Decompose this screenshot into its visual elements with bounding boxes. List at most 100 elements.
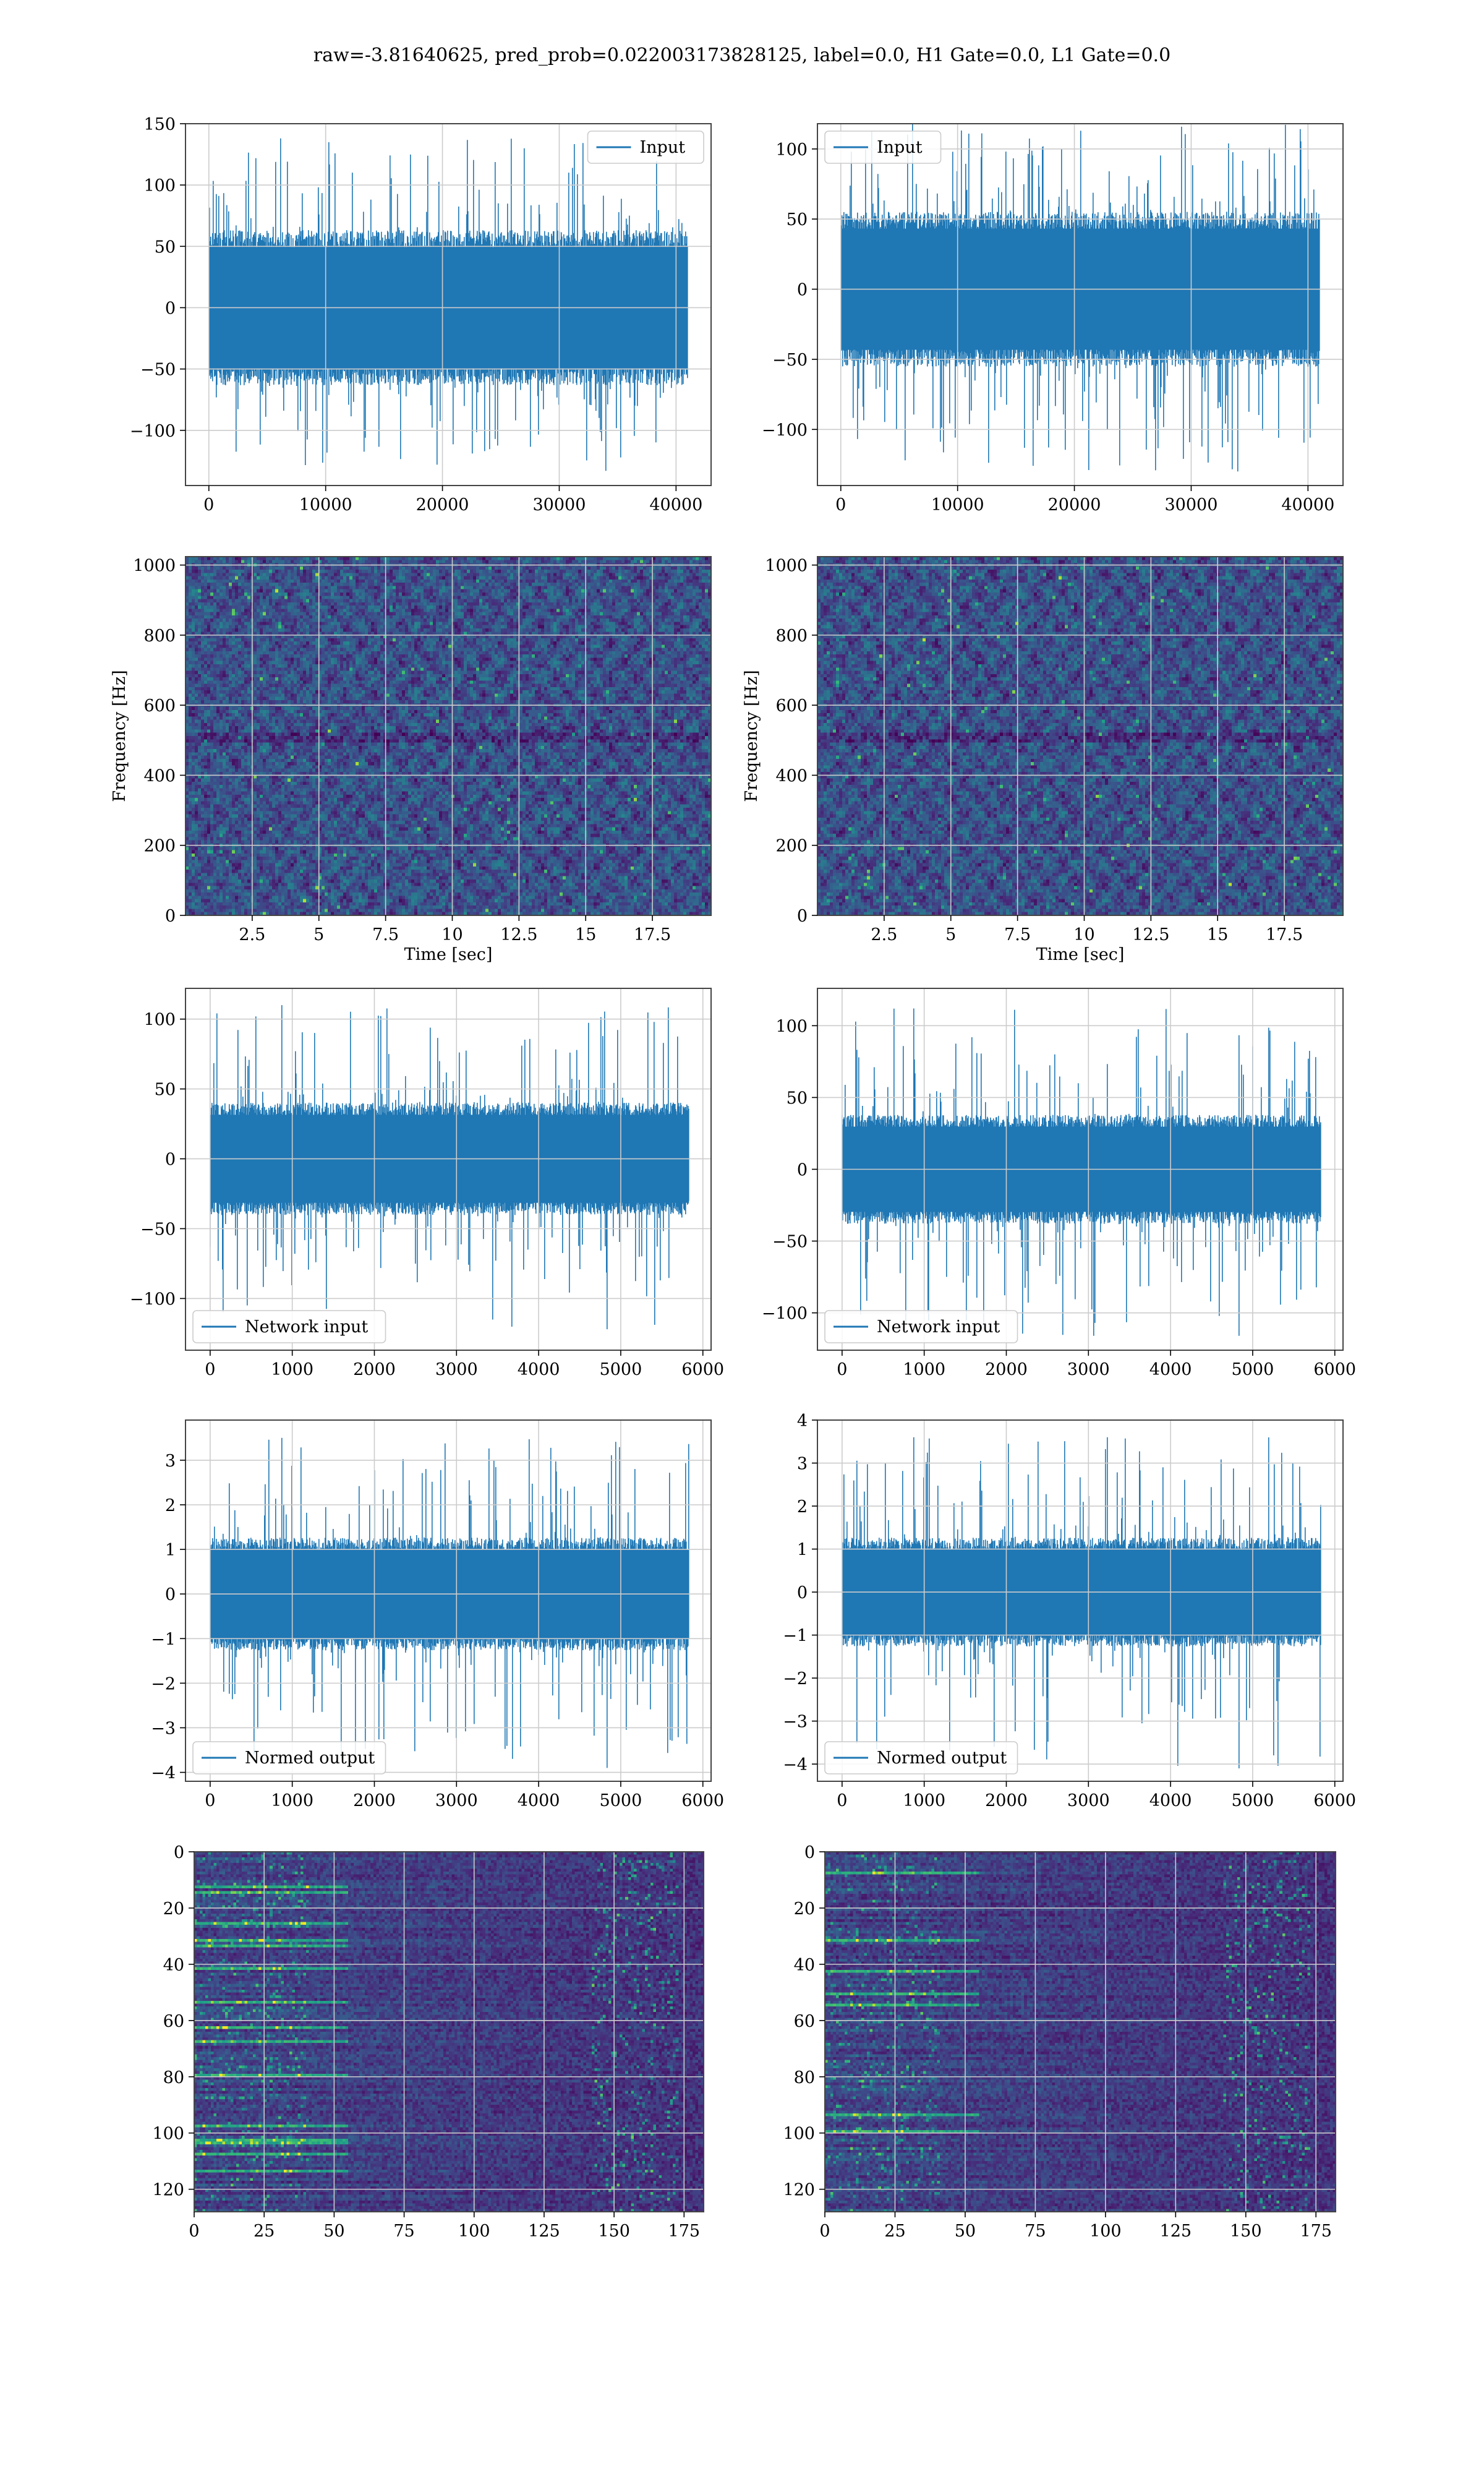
y-tick-label: 80: [163, 2068, 184, 2087]
x-tick-label: 20000: [1048, 495, 1101, 515]
legend-label: Network input: [245, 1317, 368, 1337]
x-tick-label: 30000: [532, 495, 586, 515]
y-tick-label: 4: [797, 1411, 808, 1431]
x-tick-label: 125: [1160, 2222, 1192, 2241]
y-tick-label: 3: [165, 1452, 176, 1471]
x-tick-label: 2000: [985, 1360, 1028, 1379]
x-tick-label: 17.5: [1266, 925, 1303, 944]
figure-suptitle: raw=-3.81640625, pred_prob=0.02200317382…: [313, 45, 1171, 66]
y-tick-label: 40: [163, 1956, 184, 1975]
y-tick-label: 3: [797, 1455, 808, 1474]
y-tick-label: 100: [783, 2125, 815, 2144]
axes-frame: [817, 556, 1344, 916]
y-tick-label: 120: [783, 2181, 815, 2200]
y-tick-label: 150: [143, 115, 176, 134]
grid: [186, 988, 711, 1350]
x-tick-label: 40000: [649, 495, 702, 515]
x-tick-label: 1000: [903, 1791, 945, 1810]
x-tick-label: 10: [441, 925, 463, 944]
chart-input-l1: 0 10000 20000 30000 40000 −100 −50 0 50 100 Input: [762, 123, 1344, 515]
heatmap-image: [817, 557, 1343, 915]
x-tick-label: 40000: [1281, 495, 1334, 515]
y-tick-label: 50: [787, 210, 808, 229]
x-tick-label: 3000: [1067, 1360, 1110, 1379]
plot-area: [210, 1005, 689, 1330]
grid: [817, 1419, 1343, 1781]
x-tick-label: 0: [819, 2222, 830, 2241]
y-tick-label: −3: [151, 1719, 176, 1738]
x-tick-label: 0: [205, 1791, 215, 1810]
y-tick-label: 1: [165, 1541, 176, 1560]
y-tick-label: −50: [140, 1220, 176, 1239]
x-tick-label: 125: [528, 2222, 560, 2241]
x-tick-label: 175: [668, 2222, 701, 2241]
grid: [186, 557, 711, 916]
plot-area: [842, 1008, 1321, 1336]
y-tick-label: 20: [163, 1899, 184, 1919]
x-tick-label: 6000: [1313, 1360, 1356, 1379]
y-tick-label: 0: [797, 907, 808, 926]
x-tick-label: 10000: [299, 495, 352, 515]
x-tick-label: 4000: [1149, 1791, 1192, 1810]
x-tick-label: 2.5: [239, 925, 265, 944]
y-tick-label: −2: [783, 1669, 808, 1689]
y-axis-label: Frequency [Hz]: [110, 670, 129, 802]
axes-frame: [185, 123, 712, 486]
plot-area: [208, 138, 688, 471]
axes-frame: [185, 556, 712, 916]
y-tick-label: 400: [143, 766, 176, 785]
y-tick-label: 0: [165, 1150, 176, 1170]
y-tick-label: 0: [165, 1585, 176, 1604]
y-tick-label: −100: [130, 422, 176, 441]
y-tick-label: 100: [143, 1011, 176, 1030]
x-tick-label: 15: [575, 925, 596, 944]
y-tick-label: 800: [143, 627, 176, 646]
y-tick-label: 600: [143, 696, 176, 716]
x-tick-label: 20000: [416, 495, 469, 515]
y-tick-label: −2: [151, 1674, 176, 1693]
chart-spectrogram-l1: 2.5 5 7.5 10 12.5 15 17.5 0 200 400 600 800 1000 Time…: [742, 556, 1344, 964]
y-tick-label: 200: [143, 837, 176, 856]
plot-area: [194, 1852, 704, 2212]
axes-frame: [817, 1419, 1344, 1782]
y-tick-label: −3: [783, 1713, 808, 1732]
y-tick-label: −100: [762, 421, 808, 440]
series-line: [208, 138, 688, 471]
y-tick-label: 40: [794, 1956, 815, 1975]
y-tick-label: 0: [174, 1843, 184, 1862]
x-tick-label: 100: [1090, 2222, 1122, 2241]
heatmap-image: [825, 1852, 1336, 2212]
y-axis-label: Frequency [Hz]: [742, 670, 761, 802]
y-tick-label: 60: [163, 2012, 184, 2031]
legend: Network input: [192, 1310, 386, 1343]
grid: [817, 988, 1343, 1350]
y-tick-label: −100: [130, 1290, 176, 1309]
y-tick-label: −50: [772, 1233, 808, 1252]
plot-area: [825, 1852, 1336, 2212]
x-tick-label: 50: [323, 2222, 344, 2241]
x-tick-label: 2000: [353, 1791, 396, 1810]
y-tick-label: 0: [804, 1843, 815, 1862]
y-tick-label: 50: [155, 1081, 176, 1100]
heatmap-image: [194, 1852, 704, 2212]
y-tick-label: 600: [775, 696, 808, 716]
chart-normed-output-l1: 0 1000 2000 3000 4000 5000 6000 −4 −3 −2 −1 0 1 2 3 4 No…: [783, 1411, 1356, 1810]
y-tick-label: 80: [794, 2068, 815, 2087]
y-tick-label: −50: [140, 361, 176, 380]
legend-box: [824, 1741, 1018, 1774]
x-tick-label: 2.5: [871, 925, 897, 944]
x-tick-label: 150: [1230, 2222, 1262, 2241]
x-tick-label: 25: [254, 2222, 275, 2241]
y-tick-label: −4: [151, 1764, 176, 1783]
x-tick-label: 1000: [271, 1360, 313, 1379]
x-tick-label: 1000: [903, 1360, 945, 1379]
x-tick-label: 12.5: [500, 925, 537, 944]
x-tick-label: 175: [1300, 2222, 1332, 2241]
x-tick-label: 30000: [1164, 495, 1217, 515]
x-tick-label: 6000: [1313, 1791, 1356, 1810]
y-tick-label: 0: [797, 1161, 808, 1180]
legend-box: [192, 1310, 386, 1343]
series-line: [842, 1437, 1321, 1769]
legend-box: [587, 131, 704, 164]
x-tick-label: 5: [313, 925, 324, 944]
